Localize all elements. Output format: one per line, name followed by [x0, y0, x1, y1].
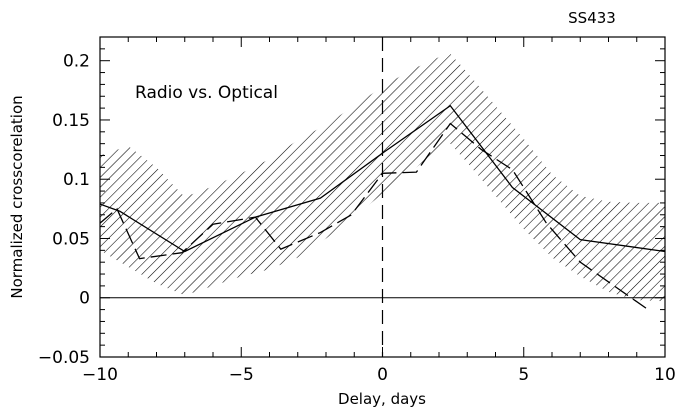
y-tick-label: −0.05: [38, 348, 90, 368]
x-tick-label: 5: [518, 365, 529, 385]
y-tick-label: 0.05: [52, 229, 90, 249]
y-axis-label: Normalized crosscorelation: [8, 95, 26, 298]
x-tick-label: 0: [377, 365, 388, 385]
reference-lines: [100, 37, 665, 357]
annotation-label: Radio vs. Optical: [135, 83, 278, 103]
y-tick-label: 0: [79, 289, 90, 309]
confidence-band: [100, 53, 665, 302]
solid-series-line: [100, 104, 665, 253]
x-tick-label: −10: [82, 365, 118, 385]
band-area: [100, 53, 665, 302]
dashed-series-line: [100, 122, 649, 311]
y-tick-label: 0.2: [63, 52, 90, 72]
x-axis-label: Delay, days: [338, 390, 426, 408]
series-layer: [100, 104, 665, 311]
y-tick-label: 0.1: [63, 170, 90, 190]
x-tick-label: −5: [229, 365, 254, 385]
x-tick-label: 10: [654, 365, 676, 385]
y-tick-label: 0.15: [52, 111, 90, 131]
axis-ticks: −10 −5 0 5 10 −0.05 0 0.05 0.1 0.15 0.2: [38, 36, 676, 385]
chart-title: SS433: [568, 9, 616, 27]
